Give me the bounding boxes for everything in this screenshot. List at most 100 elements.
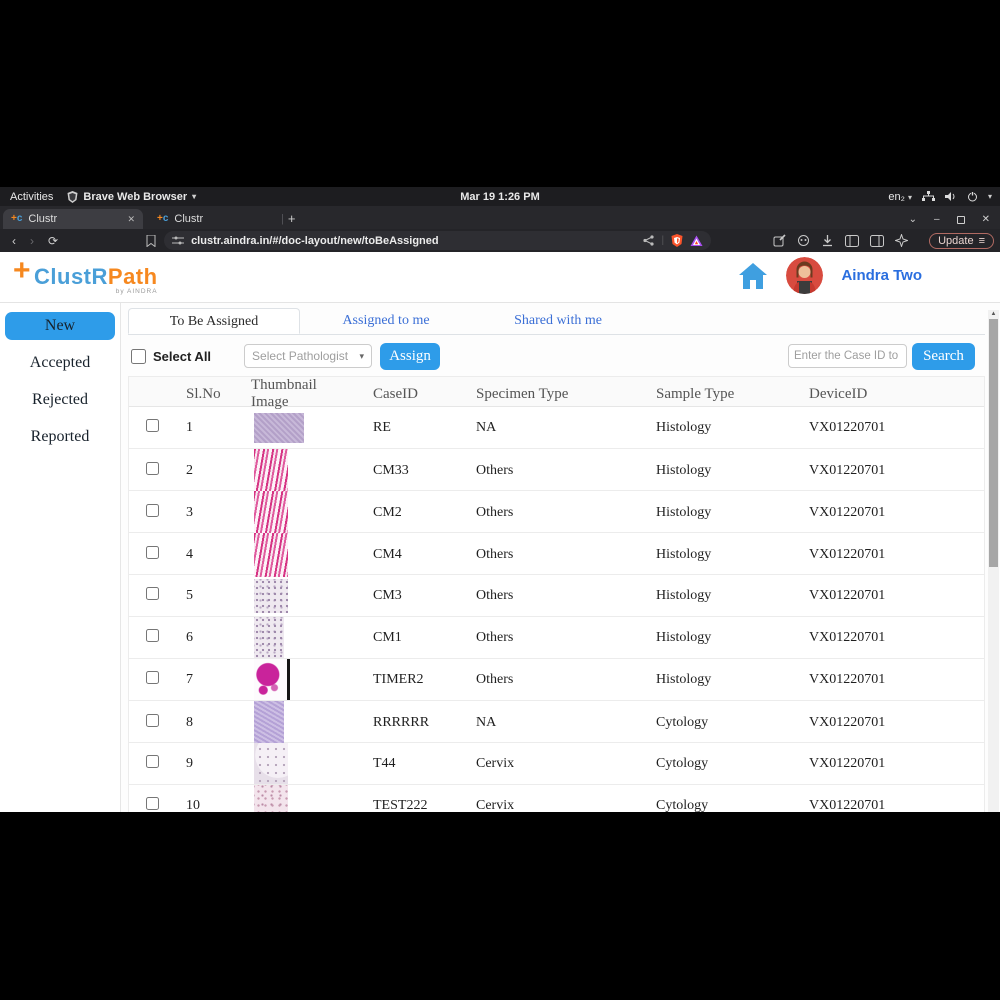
window-restore-icon[interactable] <box>956 215 965 224</box>
new-tab-button[interactable]: + <box>287 211 296 226</box>
window-shade-icon[interactable]: ⌄ <box>908 214 918 225</box>
back-icon[interactable]: ‹ <box>12 233 16 248</box>
brave-shields-icon[interactable] <box>671 234 683 247</box>
window-minimize-icon[interactable]: – <box>934 214 940 225</box>
cell-deviceid: VX01220701 <box>809 419 886 435</box>
cell-caseid[interactable]: TIMER2 <box>373 671 424 687</box>
clustr-favicon: +c <box>11 213 23 224</box>
row-checkbox[interactable] <box>146 670 159 684</box>
page-scrollbar[interactable]: ▲ <box>988 310 999 812</box>
thumbnail-image[interactable] <box>254 743 288 784</box>
forward-icon[interactable]: › <box>30 233 34 248</box>
controls-row: Select All Select Pathologist ▾ Assign S… <box>128 341 985 371</box>
row-checkbox[interactable] <box>146 546 159 559</box>
url-text[interactable]: clustr.aindra.in/#/doc-layout/new/toBeAs… <box>191 234 439 247</box>
thumbnail-image[interactable] <box>254 491 288 535</box>
row-checkbox[interactable] <box>146 418 159 432</box>
reading-list-icon[interactable] <box>870 234 885 247</box>
power-icon[interactable] <box>967 191 978 202</box>
avatar[interactable] <box>786 257 824 294</box>
tab-assigned-to-me[interactable]: Assigned to me <box>342 313 430 328</box>
table-row: 7 TIMER2 Others Histology VX01220701 <box>129 659 984 701</box>
scrollbar-thumb[interactable] <box>989 319 998 567</box>
update-button[interactable]: Update ≡ <box>929 232 994 249</box>
scroll-up-icon[interactable]: ▲ <box>990 311 997 317</box>
site-settings-icon[interactable] <box>172 236 185 246</box>
sidebar-item-new[interactable]: New <box>5 312 115 340</box>
bookmark-icon[interactable] <box>146 234 156 247</box>
sidebar: New Accepted Rejected Reported <box>0 303 121 812</box>
row-checkbox[interactable] <box>146 754 159 768</box>
network-icon[interactable] <box>921 191 935 202</box>
thumbnail-image[interactable] <box>254 785 288 812</box>
cell-caseid[interactable]: CM33 <box>373 463 409 478</box>
thumbnail-image[interactable] <box>254 617 284 658</box>
cell-caseid[interactable]: CM2 <box>373 505 402 520</box>
address-bar[interactable]: clustr.aindra.in/#/doc-layout/new/toBeAs… <box>164 231 712 250</box>
row-checkbox[interactable] <box>146 504 159 517</box>
cell-sample: Histology <box>656 629 712 645</box>
user-name[interactable]: Aindra Two <box>841 267 922 284</box>
tab-to-be-assigned[interactable]: To Be Assigned <box>128 308 300 334</box>
cell-deviceid: VX01220701 <box>809 671 886 687</box>
clock[interactable]: Mar 19 1:26 PM <box>460 190 540 203</box>
browser-tab-inactive[interactable]: +c Clustr <box>149 209 279 229</box>
extension-icon[interactable] <box>797 234 810 247</box>
sidebar-toggle-icon[interactable] <box>845 234 860 247</box>
window-close-icon[interactable]: ✕ <box>981 214 990 225</box>
thumbnail-image[interactable] <box>254 578 288 613</box>
system-menu-chevron-icon[interactable]: ▾ <box>987 192 992 201</box>
thumbnail-image[interactable] <box>254 659 290 700</box>
tab-title: Clustr <box>174 213 204 225</box>
home-icon[interactable] <box>738 262 768 290</box>
downloads-icon[interactable] <box>821 234 834 247</box>
volume-icon[interactable] <box>944 191 957 202</box>
brave-rewards-icon[interactable] <box>690 235 703 247</box>
activities-button[interactable]: Activities <box>10 190 54 203</box>
cell-caseid[interactable]: TEST222 <box>373 797 428 813</box>
cell-caseid[interactable]: CM4 <box>373 547 402 562</box>
cell-sample: Histology <box>656 587 712 603</box>
cell-caseid[interactable]: T44 <box>373 755 396 771</box>
cell-slno: 9 <box>186 755 193 771</box>
assign-button[interactable]: Assign <box>380 342 441 370</box>
cell-caseid[interactable]: RRRRRR <box>373 715 430 730</box>
cell-caseid[interactable]: CM3 <box>373 587 402 603</box>
sidebar-item-accepted[interactable]: Accepted <box>29 354 91 371</box>
cell-slno: 8 <box>186 715 193 730</box>
row-checkbox[interactable] <box>146 628 159 642</box>
cell-deviceid: VX01220701 <box>809 629 886 645</box>
chevron-down-icon: ▾ <box>192 192 197 201</box>
browser-tab-active[interactable]: +c Clustr ✕ <box>3 209 143 229</box>
thumbnail-image[interactable] <box>254 701 284 745</box>
select-all-checkbox[interactable] <box>131 348 146 364</box>
pathologist-select[interactable]: Select Pathologist ▾ <box>244 344 373 368</box>
tab-shared-with-me[interactable]: Shared with me <box>514 313 602 328</box>
tab-close-icon[interactable]: ✕ <box>127 213 135 224</box>
sidebar-item-reported[interactable]: Reported <box>30 428 90 445</box>
thumbnail-image[interactable] <box>254 533 288 577</box>
keyboard-layout-indicator[interactable]: en₂ ▾ <box>888 190 912 203</box>
row-checkbox[interactable] <box>146 796 159 810</box>
table-body: 1 RE NA Histology VX01220701 2 CM3 <box>129 407 984 812</box>
search-button[interactable]: Search <box>912 342 975 370</box>
row-checkbox[interactable] <box>146 586 159 600</box>
cell-sample: Cytology <box>656 755 709 771</box>
reload-icon[interactable]: ⟳ <box>48 233 59 248</box>
row-checkbox[interactable] <box>146 714 159 727</box>
case-id-search-input[interactable] <box>788 344 907 368</box>
extension-icon[interactable] <box>773 234 786 247</box>
browser-toolbar: ‹ › ⟳ clustr.aindra.in/#/doc-layout/new/… <box>0 229 1000 252</box>
leo-ai-icon[interactable] <box>895 234 909 247</box>
share-icon[interactable] <box>643 235 655 246</box>
app-body: New Accepted Rejected Reported To Be Ass… <box>0 303 1000 812</box>
row-checkbox[interactable] <box>146 462 159 475</box>
table-header-row: Sl.No Thumbnail Image CaseID Specimen Ty… <box>129 377 984 410</box>
thumbnail-image[interactable] <box>254 412 304 443</box>
focused-app-menu[interactable]: Brave Web Browser ▾ <box>67 190 197 203</box>
cell-caseid[interactable]: CM1 <box>373 629 402 645</box>
thumbnail-image[interactable] <box>254 449 288 493</box>
sidebar-item-rejected[interactable]: Rejected <box>32 391 88 408</box>
cell-caseid[interactable]: RE <box>373 419 391 435</box>
clustrpath-logo[interactable]: + ClustRPath by AINDRA <box>13 254 158 295</box>
